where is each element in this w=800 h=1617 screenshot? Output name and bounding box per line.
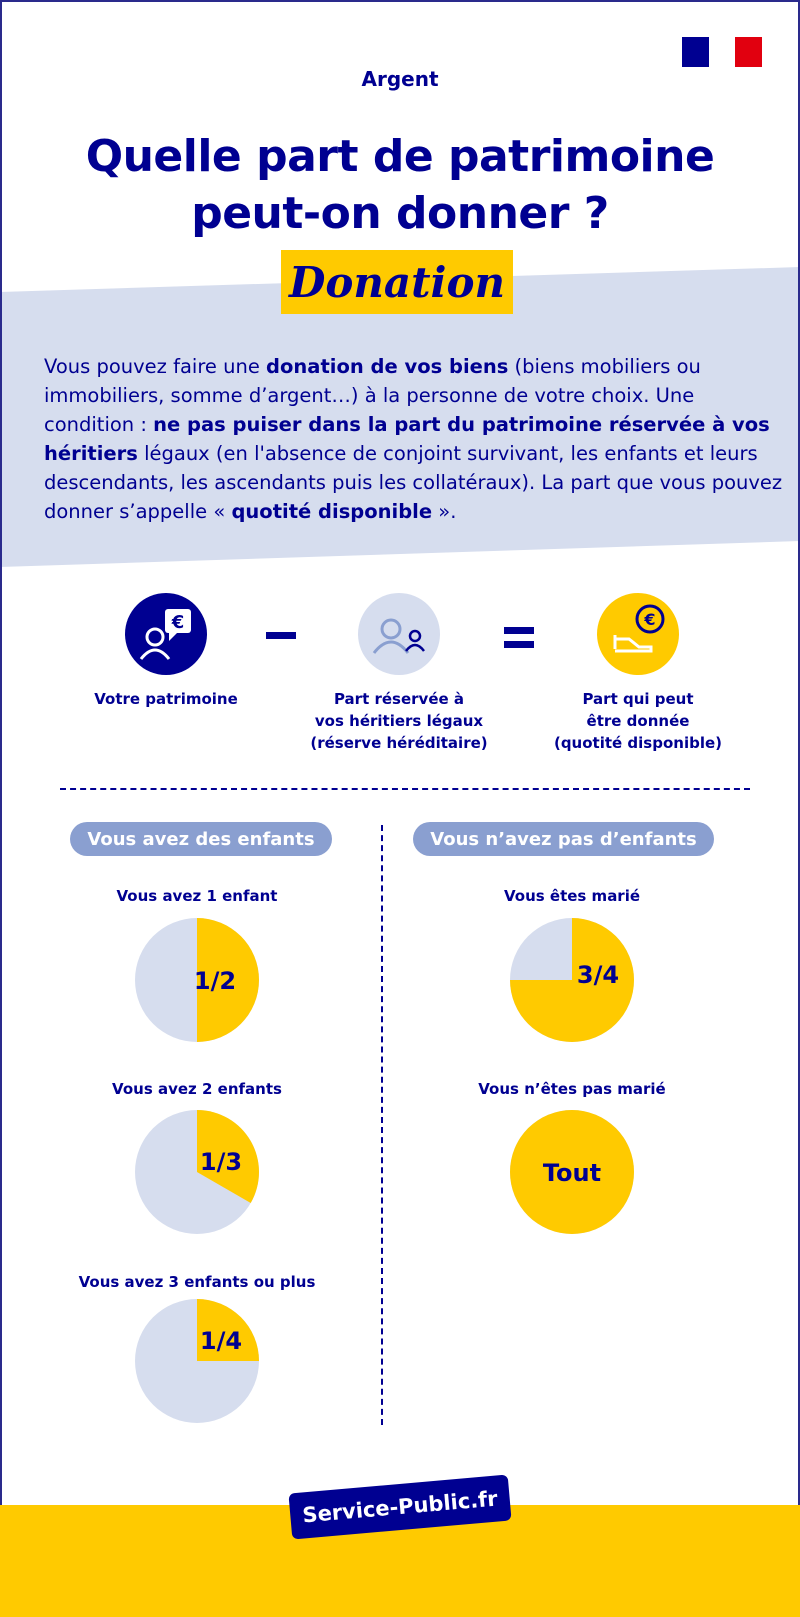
rubric-label: Argent xyxy=(361,67,439,91)
marianne-logo xyxy=(682,37,763,67)
horizontal-divider xyxy=(60,788,750,790)
section-pill-without-children: Vous n’avez pas d’enfants xyxy=(413,822,714,856)
title-line-2: peut-on donner ? xyxy=(191,188,609,239)
pie-donatable-slice xyxy=(197,918,259,1042)
page-title: Quelle part de patrimoine peut-on donner… xyxy=(0,128,800,242)
pie-donatable-slice xyxy=(197,1110,259,1203)
equation-label-quotite: Part qui peut être donnée (quotité disponi… xyxy=(553,690,723,752)
case-label: Vous êtes marié xyxy=(503,887,641,905)
section-pill-with-children: Vous avez des enfants xyxy=(70,822,332,856)
case-label: Vous avez 3 enfants ou plus xyxy=(78,1273,316,1291)
case-label: Vous avez 2 enfants xyxy=(112,1080,282,1098)
case-label: Vous avez 1 enfant xyxy=(116,887,278,905)
equals-sign-top xyxy=(504,627,534,634)
equals-sign-bottom xyxy=(504,641,534,648)
pie-chart: 3/4 xyxy=(510,918,634,1042)
pie-chart: 1/4 xyxy=(135,1299,259,1423)
intro-paragraph: Vous pouvez faire une donation de vos bi… xyxy=(44,355,783,523)
pie-share-label: Tout xyxy=(543,1159,601,1187)
svg-text:€: € xyxy=(171,612,185,633)
person-euro-bubble-icon: € xyxy=(125,593,207,675)
equation-label-patrimoine: Votre patrimoine xyxy=(94,690,238,708)
pie-donatable-slice xyxy=(510,918,634,1042)
pie-donatable-slice xyxy=(510,1110,634,1234)
vertical-divider xyxy=(381,825,383,1425)
pie-chart: Tout xyxy=(510,1110,634,1234)
svg-text:€: € xyxy=(643,610,655,629)
pie-share-label: 3/4 xyxy=(577,961,619,989)
equation-label-reserve: Part réservée à vos héritiers légaux (rése… xyxy=(310,690,488,752)
minus-sign xyxy=(266,632,296,639)
heirs-people-icon xyxy=(358,593,440,675)
pie-donatable-slice xyxy=(197,1299,259,1361)
topic-tag: Donation xyxy=(281,250,513,314)
case-label: Vous n’êtes pas marié xyxy=(478,1080,666,1098)
pie-chart: 1/2 xyxy=(135,918,259,1042)
pie-share-label: 1/3 xyxy=(200,1148,242,1176)
title-line-1: Quelle part de patrimoine xyxy=(85,131,715,182)
pie-share-label: 1/4 xyxy=(200,1327,242,1355)
pie-share-label: 1/2 xyxy=(194,967,236,995)
hand-euro-coin-icon: € xyxy=(597,593,679,675)
pie-chart: 1/3 xyxy=(135,1110,259,1234)
